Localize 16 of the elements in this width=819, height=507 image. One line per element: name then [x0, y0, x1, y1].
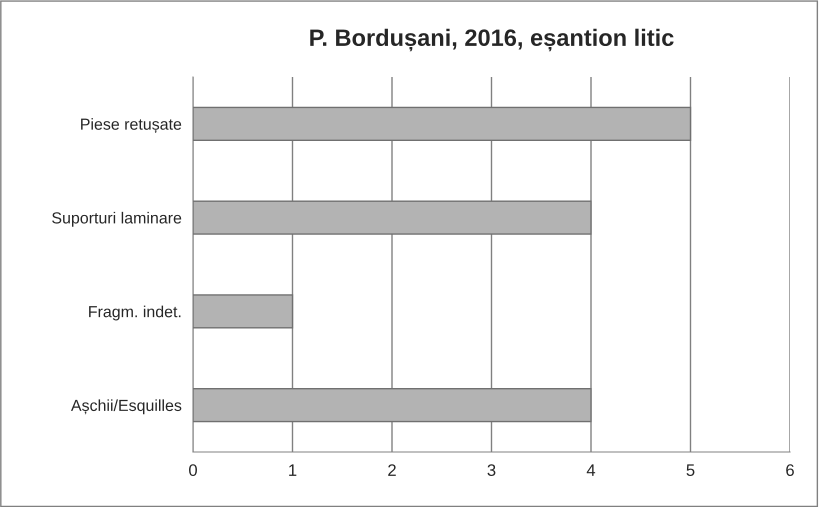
bar — [193, 200, 592, 235]
x-tick-label: 0 — [189, 464, 197, 476]
x-tick-label: 2 — [388, 464, 396, 476]
x-tick-label: 5 — [686, 464, 694, 476]
y-tick-label: Suporturi laminare — [52, 212, 182, 227]
chart-title: P. Bordușani, 2016, eșantion litic — [310, 28, 674, 52]
y-tick-label: Piese retușate — [81, 118, 182, 134]
bar — [193, 294, 294, 328]
x-tick-label: 4 — [586, 464, 596, 476]
x-tick-label: 1 — [289, 464, 296, 476]
x-tick-label: 3 — [488, 464, 496, 476]
y-tick-label: Fragm. indet. — [89, 306, 180, 320]
y-tick-label: Așchii/Esquilles — [70, 399, 182, 414]
bar — [193, 388, 592, 422]
bar — [193, 106, 692, 141]
x-tick-label: 6 — [786, 464, 794, 476]
